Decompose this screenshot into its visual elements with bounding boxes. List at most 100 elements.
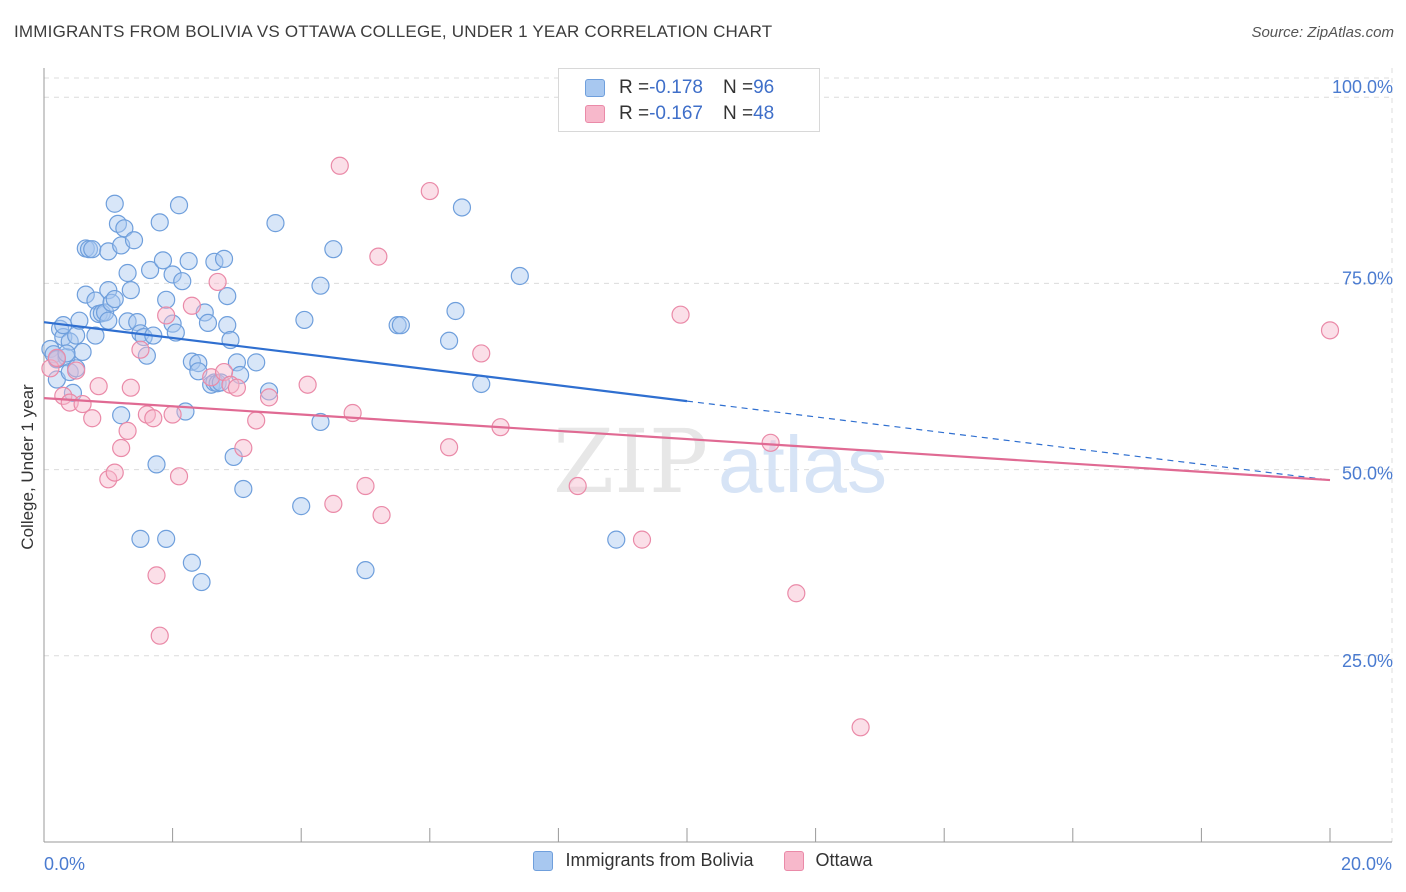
- legend-r-label: R =: [619, 103, 650, 124]
- point-ottawa: [671, 305, 690, 324]
- point-ottawa: [157, 306, 176, 325]
- legend-r-value: -0.178: [649, 77, 703, 98]
- point-ottawa: [472, 344, 491, 363]
- y-axis-label: College, Under 1 year: [18, 384, 37, 550]
- point-bolivia: [105, 194, 124, 213]
- point-bolivia: [76, 285, 95, 304]
- point-bolivia: [472, 374, 491, 394]
- point-bolivia: [99, 311, 118, 330]
- point-ottawa: [787, 584, 806, 603]
- point-bolivia: [157, 529, 176, 548]
- y-tick-label: 50.0%: [1342, 464, 1393, 484]
- point-bolivia: [124, 231, 144, 250]
- point-ottawa: [439, 438, 459, 457]
- legend-swatch-ottawa: [783, 850, 804, 871]
- point-ottawa: [851, 718, 870, 737]
- point-ottawa: [568, 476, 587, 496]
- point-bolivia: [182, 553, 201, 572]
- point-bolivia: [147, 455, 166, 474]
- point-ottawa: [47, 348, 66, 368]
- legend-n-value: 96: [753, 77, 775, 98]
- legend-label-ottawa: Ottawa: [815, 850, 873, 870]
- point-ottawa: [208, 272, 227, 292]
- point-bolivia: [391, 316, 410, 335]
- point-bolivia: [112, 406, 131, 425]
- point-bolivia: [214, 249, 234, 268]
- point-ottawa: [761, 433, 780, 452]
- series-legend: Immigrants from Bolivia Ottawa: [0, 850, 1406, 871]
- point-bolivia: [192, 572, 211, 592]
- legend-r-label: R =: [619, 77, 650, 98]
- x-tick-label: 0.0%: [44, 854, 85, 874]
- point-bolivia: [452, 198, 472, 217]
- x-tick-labels: 0.0% 20.0%: [44, 854, 1392, 874]
- point-ottawa: [83, 409, 102, 428]
- point-ottawa: [632, 530, 652, 549]
- point-bolivia: [510, 266, 529, 286]
- point-ottawa: [41, 359, 60, 378]
- point-ottawa: [234, 438, 253, 458]
- point-bolivia: [292, 497, 311, 516]
- watermark-zip: ZIP: [553, 410, 708, 513]
- point-bolivia: [118, 263, 137, 283]
- point-bolivia: [311, 276, 330, 295]
- legend-row-bolivia: R = -0.178 N = 96: [585, 75, 774, 101]
- legend-item-bolivia[interactable]: Immigrants from Bolivia: [533, 850, 754, 871]
- point-ottawa: [420, 181, 439, 201]
- point-bolivia: [86, 326, 105, 345]
- point-ottawa: [131, 340, 150, 359]
- point-bolivia: [173, 272, 192, 291]
- point-bolivia: [73, 342, 92, 362]
- y-tick-label: 100.0%: [1332, 77, 1393, 97]
- point-bolivia: [324, 240, 343, 259]
- trend-line-bolivia: [43, 321, 688, 403]
- legend-n-label: N =: [722, 77, 754, 98]
- point-bolivia: [140, 260, 160, 280]
- point-bolivia: [105, 289, 124, 309]
- trend-lines: [43, 321, 1331, 482]
- point-bolivia: [295, 310, 314, 330]
- point-ottawa: [67, 361, 86, 380]
- point-bolivia: [57, 344, 76, 363]
- legend-swatch-bolivia: [533, 850, 554, 871]
- point-bolivia: [157, 290, 176, 309]
- point-bolivia: [67, 326, 86, 345]
- point-bolivia: [234, 479, 253, 499]
- y-tick-labels: 25.0% 50.0% 75.0% 100.0%: [1332, 77, 1393, 671]
- point-ottawa: [163, 405, 182, 424]
- y-tick-label: 75.0%: [1342, 268, 1393, 288]
- chart-title: IMMIGRANTS FROM BOLIVIA VS OTTAWA COLLEG…: [14, 22, 773, 41]
- point-ottawa: [247, 411, 266, 430]
- point-bolivia: [247, 353, 266, 372]
- point-ottawa: [169, 467, 189, 486]
- point-ottawa: [118, 421, 137, 440]
- point-ottawa: [372, 505, 391, 525]
- point-bolivia: [121, 281, 140, 300]
- point-ottawa: [105, 463, 124, 482]
- y-tick-label: 25.0%: [1342, 651, 1393, 671]
- point-bolivia: [118, 312, 137, 331]
- point-ottawa: [369, 247, 388, 266]
- point-bolivia: [153, 251, 173, 270]
- point-ottawa: [144, 409, 163, 428]
- point-ottawa: [259, 388, 279, 407]
- point-bolivia: [259, 382, 279, 401]
- point-ottawa: [324, 494, 343, 513]
- series-ottawa-points: [41, 156, 1340, 737]
- legend-n-value: 48: [753, 103, 775, 124]
- point-ottawa: [298, 375, 317, 394]
- point-bolivia: [439, 331, 459, 350]
- point-bolivia: [218, 286, 237, 306]
- legend-label-bolivia: Immigrants from Bolivia: [565, 850, 754, 870]
- point-bolivia: [83, 240, 102, 259]
- point-bolivia: [115, 219, 134, 238]
- point-bolivia: [150, 213, 169, 232]
- legend-swatch-ottawa: [585, 105, 605, 123]
- point-ottawa: [330, 156, 349, 175]
- point-ottawa: [147, 566, 166, 585]
- legend-item-ottawa[interactable]: Ottawa: [783, 850, 873, 871]
- point-bolivia: [169, 196, 189, 215]
- point-bolivia: [218, 316, 237, 335]
- point-ottawa: [150, 626, 169, 645]
